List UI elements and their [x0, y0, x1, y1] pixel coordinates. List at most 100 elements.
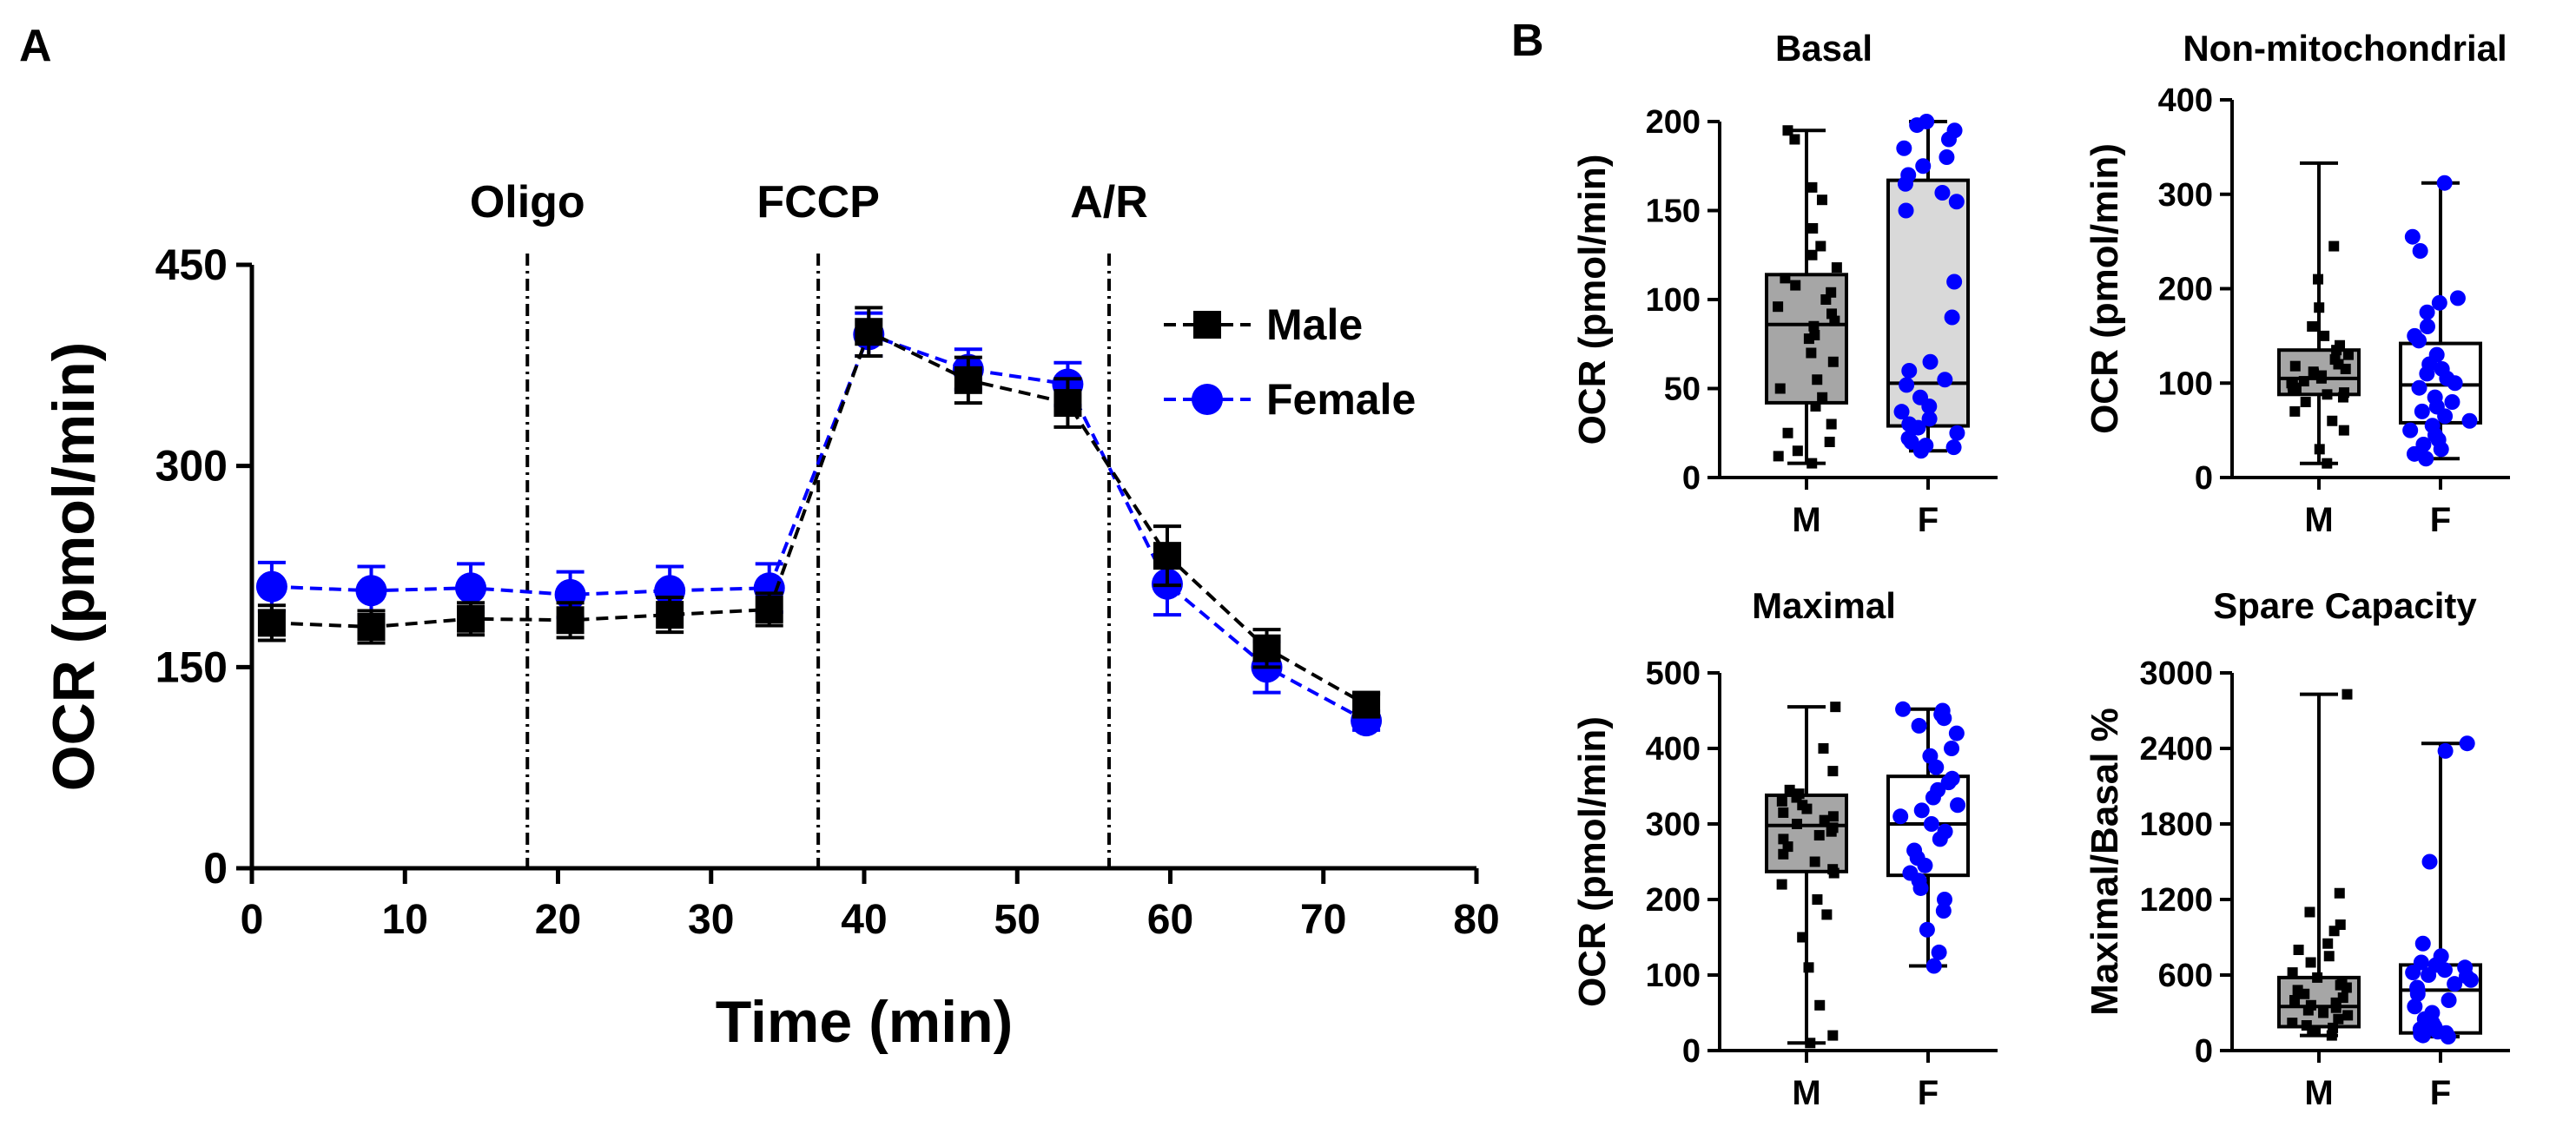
- nonmito-female-point: [2428, 346, 2445, 363]
- maximal-title: Maximal: [1752, 585, 1896, 626]
- nonmito-male-point: [2342, 349, 2354, 360]
- maximal-male-point: [1818, 743, 1829, 754]
- basal-male-point: [1827, 356, 1839, 367]
- nonmito-female-point: [2434, 360, 2450, 377]
- nonmito-male-point: [2335, 339, 2346, 351]
- maximal-female-point: [1919, 921, 1935, 938]
- timecourse-chart: 0 150 300 450 0 10 20 30 40 50 60 70 80 Time (min) OCR…: [41, 177, 1500, 1055]
- nonmito-male-point: [2298, 376, 2309, 387]
- nonmito-male-point: [2338, 387, 2349, 399]
- nonmito-female-point: [2424, 418, 2441, 434]
- spare-male-point: [2293, 945, 2304, 955]
- basal-male-point: [1826, 418, 1837, 430]
- maximal-female-point: [1934, 702, 1951, 719]
- basal-y-tick-label: 100: [1646, 282, 1701, 319]
- timecourse-x-tick-label: 40: [841, 897, 887, 943]
- maximal-y-tick-label: 0: [1682, 1033, 1701, 1070]
- basal-female-point: [1944, 309, 1960, 326]
- spare-female-point: [2424, 1005, 2441, 1021]
- nonmito-male-point: [2314, 444, 2325, 455]
- maximal-x-tick-label: F: [1918, 1074, 1939, 1112]
- maximal-male-point: [1827, 811, 1839, 822]
- spare-x-tick-label: F: [2430, 1074, 2451, 1112]
- data-point: [455, 572, 487, 604]
- basal-female-point: [1921, 411, 1938, 427]
- spare-female-point: [2441, 992, 2457, 1008]
- basal-male-point: [1807, 181, 1818, 193]
- injection-label: Oligo: [470, 177, 585, 227]
- spare-male-point: [2287, 967, 2298, 979]
- basal-male-point: [1831, 262, 1842, 273]
- spare-y-tick-label: 3000: [2139, 656, 2213, 692]
- data-point: [954, 366, 982, 394]
- nonmito-female-point: [2412, 243, 2428, 259]
- maximal-male-point: [1821, 909, 1833, 920]
- maximal-male-point: [1778, 807, 1789, 818]
- nonmito-male-point: [2329, 354, 2341, 366]
- maximal-y-tick-label: 500: [1646, 656, 1701, 692]
- spare-x-tick-label: M: [2304, 1074, 2333, 1112]
- nonmito-title: Non-mitochondrial: [2183, 28, 2507, 69]
- spare-male-point: [2342, 689, 2353, 700]
- basal-title: Basal: [1775, 28, 1873, 69]
- data-point: [1054, 389, 1082, 418]
- nonmito-y-axis-label: OCR (pmol/min): [2084, 143, 2126, 434]
- basal-male-point: [1808, 320, 1820, 332]
- data-point: [755, 595, 783, 623]
- series-line: [271, 329, 1368, 707]
- maximal-y-tick-label: 400: [1646, 731, 1701, 768]
- basal-y-axis-label: OCR (pmol/min): [1571, 155, 1614, 445]
- maximal-female-point: [1923, 816, 1939, 832]
- basal-female-point: [1900, 167, 1917, 183]
- legend-marker: [1193, 311, 1221, 339]
- maximal-male-point: [1830, 702, 1841, 713]
- nonmito-female-point: [2411, 379, 2427, 396]
- spare-male-point: [2305, 957, 2316, 968]
- spare-male-point: [2336, 976, 2348, 987]
- maximal-female-point: [1911, 717, 1927, 734]
- basal-male-point: [1780, 273, 1791, 284]
- spare-female-point: [2437, 742, 2454, 759]
- timecourse-y-axis-label: OCR (pmol/min): [41, 342, 107, 792]
- basal-female-point: [1896, 140, 1912, 156]
- basal-male-point: [1809, 330, 1820, 340]
- spare-y-tick-label: 1800: [2139, 807, 2213, 843]
- spare-female-point: [2457, 959, 2474, 976]
- basal-female-point: [1948, 194, 1965, 210]
- maximal-y-tick-label: 200: [1646, 882, 1701, 919]
- maximal-y-axis-label: OCR (pmol/min): [1571, 716, 1614, 1007]
- maximal-male-point: [1776, 879, 1787, 890]
- data-point: [355, 575, 387, 607]
- maximal-male-point: [1797, 932, 1808, 943]
- nonmito-male-point: [2313, 273, 2324, 285]
- nonmito-female-point: [2404, 228, 2421, 245]
- data-point: [257, 609, 286, 637]
- spare-male-point: [2289, 995, 2301, 1005]
- timecourse-x-tick-label: 30: [688, 897, 734, 943]
- maximal-female-point: [1895, 701, 1912, 717]
- maximal-male-point: [1827, 1030, 1839, 1041]
- spare-y-tick-label: 600: [2158, 958, 2213, 994]
- basal-female-point: [1934, 185, 1951, 201]
- spare-boxplot: 0 600 1200 1800 2400 3000 M F Spare Capacity Maxi…: [2084, 585, 2510, 1112]
- maximal-boxplot: 0 100 200 300 400 500 M F Maximal OCR (pmol/min): [1571, 585, 1998, 1112]
- basal-male-point: [1792, 445, 1803, 457]
- nonmito-male-point: [2316, 370, 2328, 381]
- timecourse-x-tick-label: 50: [994, 897, 1040, 943]
- spare-female-point: [2407, 998, 2423, 1015]
- basal-female-point: [1915, 158, 1932, 175]
- basal-male-point: [1810, 401, 1821, 412]
- nonmito-x-tick-label: F: [2430, 501, 2451, 539]
- spare-y-axis-label: Maximal/Basal %: [2084, 708, 2126, 1016]
- basal-male-point: [1789, 134, 1800, 145]
- maximal-male-point: [1819, 814, 1830, 826]
- basal-male-point: [1807, 223, 1819, 234]
- maximal-male-point: [1784, 784, 1795, 795]
- nonmito-y-tick-label: 100: [2158, 366, 2213, 402]
- series-male: [257, 306, 1381, 719]
- spare-female-point: [2409, 979, 2426, 996]
- spare-male-point: [2301, 1020, 2312, 1031]
- nonmito-y-tick-label: 200: [2158, 272, 2213, 308]
- maximal-female-point: [1906, 842, 1923, 859]
